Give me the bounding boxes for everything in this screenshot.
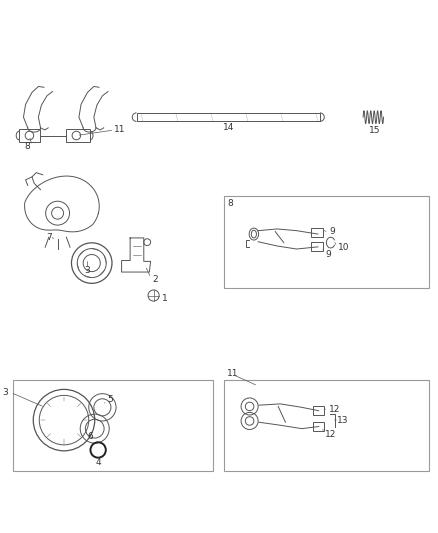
Bar: [19, 129, 40, 142]
Text: 4: 4: [95, 458, 101, 467]
Bar: [66, 129, 90, 142]
Text: 3: 3: [3, 388, 8, 397]
Text: 8: 8: [227, 199, 233, 208]
Bar: [224, 196, 429, 288]
Text: 9: 9: [325, 249, 331, 259]
Bar: [311, 228, 323, 238]
Text: 10: 10: [339, 243, 350, 252]
Text: 11: 11: [227, 369, 239, 378]
Bar: [137, 113, 320, 122]
Text: 15: 15: [369, 126, 380, 135]
Text: 2: 2: [152, 275, 158, 284]
Text: 6: 6: [87, 432, 93, 441]
Text: 3: 3: [85, 266, 90, 275]
Bar: [224, 379, 429, 471]
Text: 7: 7: [46, 233, 52, 242]
Text: 12: 12: [329, 405, 340, 414]
Text: 11: 11: [114, 125, 126, 134]
Text: 5: 5: [107, 395, 113, 404]
Text: 13: 13: [337, 416, 349, 425]
Text: 9: 9: [330, 228, 336, 237]
Text: 12: 12: [325, 430, 336, 439]
Bar: [311, 242, 323, 251]
Text: 14: 14: [223, 123, 234, 132]
Bar: [13, 379, 213, 471]
Text: 1: 1: [162, 294, 168, 303]
Bar: [313, 422, 324, 431]
Text: 8: 8: [25, 142, 31, 151]
Bar: [313, 407, 324, 415]
